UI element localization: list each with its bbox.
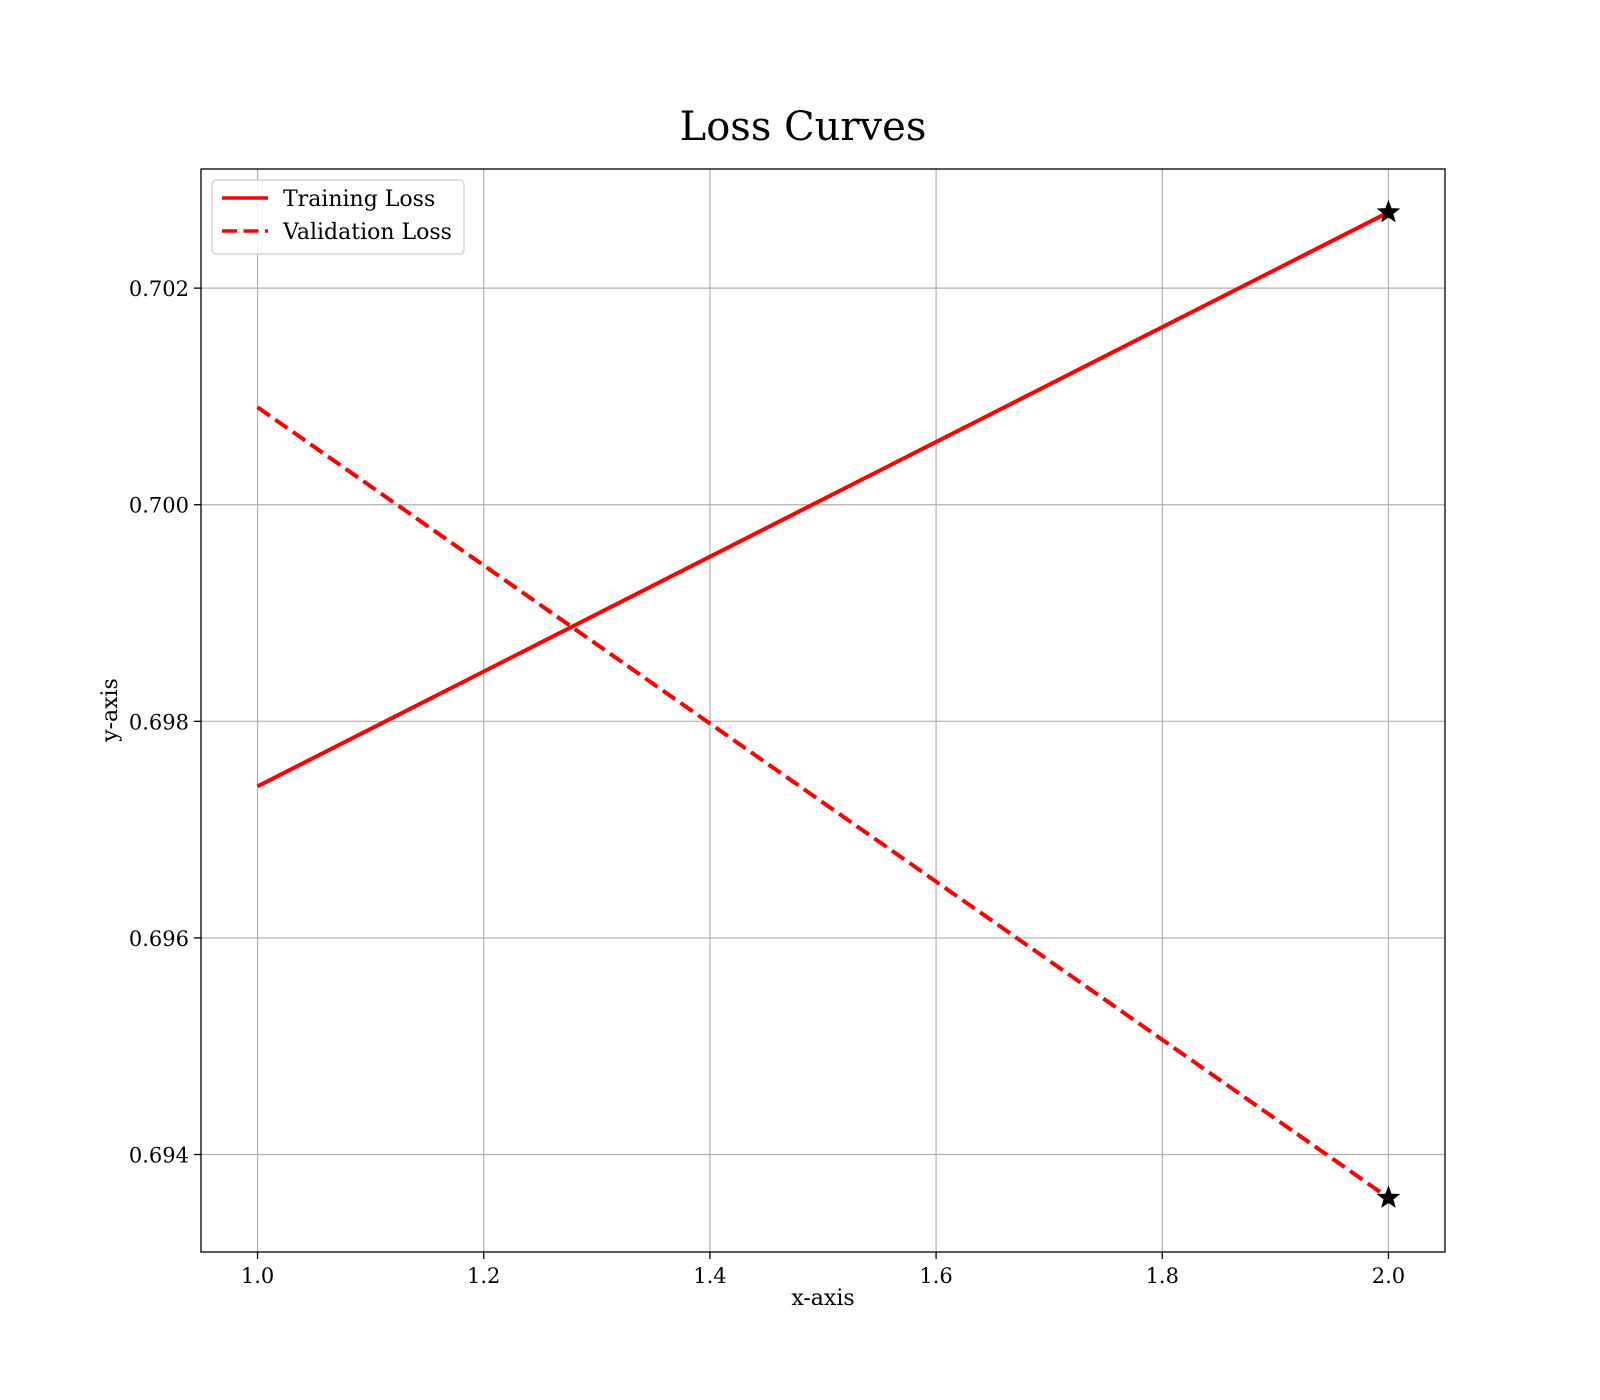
x-tick-label: 1.6 <box>919 1264 952 1288</box>
x-tick-label: 2.0 <box>1372 1264 1405 1288</box>
x-axis-ticks: 1.0 1.2 1.4 1.6 1.8 2.0 <box>241 1252 1405 1288</box>
y-axis-ticks: 0.694 0.696 0.698 0.700 0.702 <box>129 277 201 1168</box>
y-tick-label: 0.700 <box>129 494 189 518</box>
y-tick-label: 0.694 <box>129 1144 189 1168</box>
plot-frame <box>200 168 1446 1253</box>
x-tick-label: 1.0 <box>241 1264 274 1288</box>
y-tick-label: 0.702 <box>129 277 189 301</box>
y-axis-label: y-axis <box>98 678 123 743</box>
x-axis-label: x-axis <box>791 1286 854 1311</box>
y-tick-label: 0.696 <box>129 927 189 951</box>
data-series <box>256 210 1390 1200</box>
legend: Training Loss Validation Loss <box>211 179 465 255</box>
end-point-star-training-loss <box>1376 199 1401 223</box>
x-tick-label: 1.2 <box>467 1264 500 1288</box>
chart-title: Loss Curves <box>680 104 927 150</box>
legend-box <box>211 179 465 255</box>
x-tick-label: 1.4 <box>693 1264 726 1288</box>
legend-label-validation-loss: Validation Loss <box>282 220 452 245</box>
end-point-star-validation-loss <box>1376 1185 1401 1208</box>
legend-label-training-loss: Training Loss <box>283 187 435 212</box>
x-tick-label: 1.8 <box>1146 1264 1179 1288</box>
end-markers <box>1376 199 1401 1208</box>
y-tick-label: 0.698 <box>129 710 189 734</box>
series-line-validation-loss <box>256 405 1390 1200</box>
series-line-training-loss <box>256 210 1390 789</box>
